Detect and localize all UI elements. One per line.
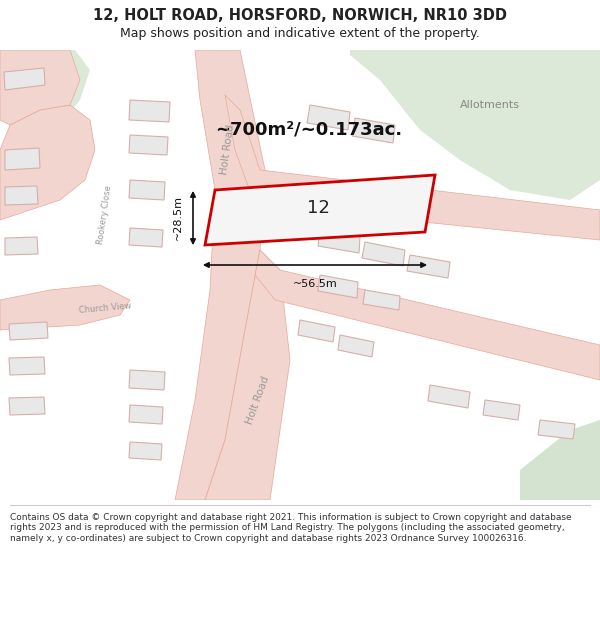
- Text: Rookery Close: Rookery Close: [97, 185, 113, 245]
- Polygon shape: [298, 320, 335, 342]
- Polygon shape: [5, 237, 38, 255]
- Polygon shape: [318, 230, 360, 253]
- Polygon shape: [205, 250, 290, 500]
- Polygon shape: [520, 420, 600, 500]
- Polygon shape: [363, 290, 400, 310]
- Polygon shape: [129, 135, 168, 155]
- Polygon shape: [428, 385, 470, 408]
- Text: ~700m²/~0.173ac.: ~700m²/~0.173ac.: [215, 121, 402, 139]
- Polygon shape: [307, 105, 350, 130]
- Text: Contains OS data © Crown copyright and database right 2021. This information is : Contains OS data © Crown copyright and d…: [10, 513, 572, 542]
- Polygon shape: [5, 148, 40, 170]
- Polygon shape: [129, 405, 163, 424]
- Polygon shape: [350, 50, 600, 200]
- Polygon shape: [4, 68, 45, 90]
- Polygon shape: [0, 105, 95, 220]
- Polygon shape: [129, 228, 163, 247]
- Polygon shape: [0, 50, 80, 125]
- Text: Holt Road: Holt Road: [220, 124, 236, 176]
- Polygon shape: [255, 250, 600, 380]
- Polygon shape: [9, 397, 45, 415]
- Text: Allotments: Allotments: [460, 100, 520, 110]
- Polygon shape: [9, 357, 45, 375]
- Polygon shape: [225, 95, 600, 240]
- Polygon shape: [9, 322, 48, 340]
- Polygon shape: [318, 275, 358, 298]
- Text: 12: 12: [307, 199, 329, 217]
- Polygon shape: [483, 400, 520, 420]
- Polygon shape: [40, 50, 90, 130]
- Polygon shape: [175, 50, 265, 500]
- Polygon shape: [338, 335, 374, 357]
- Polygon shape: [129, 370, 165, 390]
- Text: 12, HOLT ROAD, HORSFORD, NORWICH, NR10 3DD: 12, HOLT ROAD, HORSFORD, NORWICH, NR10 3…: [93, 9, 507, 24]
- Polygon shape: [352, 118, 395, 143]
- Text: ~56.5m: ~56.5m: [293, 279, 337, 289]
- Text: Holt Road: Holt Road: [245, 374, 271, 426]
- Polygon shape: [205, 175, 435, 245]
- Polygon shape: [129, 100, 170, 122]
- Polygon shape: [538, 420, 575, 439]
- Polygon shape: [362, 242, 405, 266]
- Text: Map shows position and indicative extent of the property.: Map shows position and indicative extent…: [120, 28, 480, 41]
- Polygon shape: [129, 180, 165, 200]
- Text: ~28.5m: ~28.5m: [173, 196, 183, 241]
- Text: Church View: Church View: [79, 301, 131, 315]
- Polygon shape: [5, 186, 38, 205]
- Polygon shape: [0, 285, 130, 330]
- Polygon shape: [407, 255, 450, 278]
- Polygon shape: [129, 442, 162, 460]
